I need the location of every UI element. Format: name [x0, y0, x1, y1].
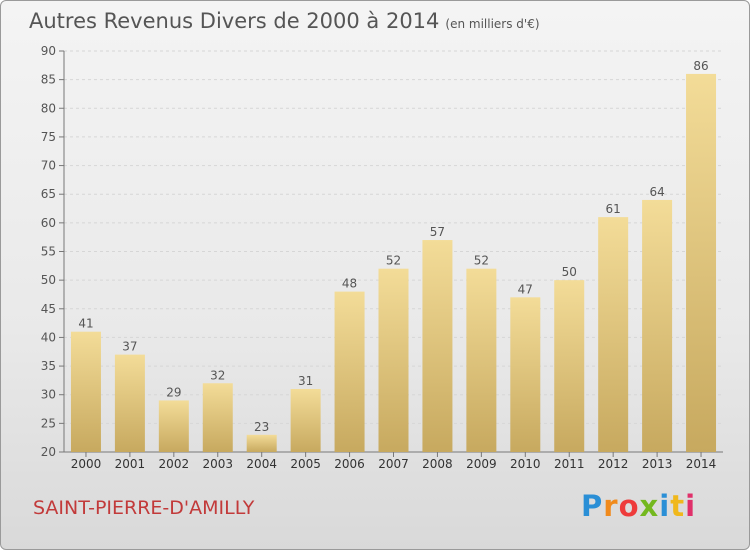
data-label: 23: [254, 420, 269, 434]
chart-title-text: Autres Revenus Divers de 2000 à 2014: [29, 9, 440, 33]
data-label: 47: [518, 282, 533, 296]
x-tick-label: 2012: [598, 457, 629, 471]
x-tick-label: 2013: [642, 457, 673, 471]
y-tick-label: 65: [41, 187, 56, 201]
logo-letter: r: [603, 489, 619, 523]
location-name: SAINT-PIERRE-D'AMILLY: [33, 497, 255, 519]
data-label: 86: [693, 59, 708, 73]
data-label: 64: [649, 185, 664, 199]
logo-letter: P: [581, 489, 604, 523]
proxiti-logo: Proxiti: [581, 489, 696, 523]
bar: [642, 199, 673, 452]
data-label: 32: [210, 368, 225, 382]
y-tick-label: 80: [41, 101, 56, 115]
logo-letter: o: [618, 489, 640, 523]
data-labels: 41 37 29 32 23 31 48 52 57 52 47 50 61 64 86: [78, 59, 708, 434]
x-tick-label: 2010: [510, 457, 541, 471]
logo-letter: i: [659, 489, 671, 523]
logo-letter: t: [670, 489, 686, 523]
data-label: 37: [122, 340, 137, 354]
bar: [334, 291, 365, 452]
bar: [466, 268, 497, 452]
data-label: 29: [166, 385, 181, 399]
data-label: 50: [562, 265, 577, 279]
data-label: 57: [430, 225, 445, 239]
logo-letter: i: [685, 489, 697, 523]
bar: [598, 217, 629, 452]
axes: 20 25 30 35 40 45 50 55 60 65 70 75 80 85 90 2000 2001 20…: [41, 44, 723, 471]
data-label: 31: [298, 374, 313, 388]
chart-title: Autres Revenus Divers de 2000 à 2014 (en …: [29, 9, 540, 33]
data-label: 48: [342, 277, 357, 291]
x-tick-label: 2002: [159, 457, 190, 471]
data-label: 52: [474, 254, 489, 268]
bar: [686, 73, 717, 453]
bar: [202, 383, 233, 452]
y-tick-label: 85: [41, 73, 56, 87]
y-tick-label: 60: [41, 216, 56, 230]
data-label: 52: [386, 254, 401, 268]
logo-letter: x: [639, 489, 660, 523]
bar: [246, 434, 277, 452]
bar: [422, 240, 453, 452]
bar: [114, 354, 145, 452]
x-tick-label: 2000: [71, 457, 102, 471]
x-tick-label: 2001: [115, 457, 146, 471]
y-tick-label: 70: [41, 159, 56, 173]
y-tick-label: 35: [41, 359, 56, 373]
x-tick-label: 2011: [554, 457, 585, 471]
y-tick-label: 55: [41, 245, 56, 259]
bar: [510, 297, 541, 452]
bar: [290, 388, 321, 452]
bar: [378, 268, 409, 452]
y-tick-label: 30: [41, 388, 56, 402]
x-tick-label: 2009: [466, 457, 497, 471]
y-tick-label: 90: [41, 44, 56, 58]
x-tick-label: 2004: [246, 457, 277, 471]
x-tick-label: 2014: [686, 457, 717, 471]
data-label: 61: [606, 202, 621, 216]
x-tick-label: 2003: [202, 457, 233, 471]
y-tick-label: 50: [41, 273, 56, 287]
data-label: 41: [78, 317, 93, 331]
bar: [554, 280, 585, 452]
x-tick-label: 2007: [378, 457, 409, 471]
y-tick-label: 75: [41, 130, 56, 144]
bar: [70, 331, 101, 452]
y-tick-label: 40: [41, 330, 56, 344]
chart-unit: (en milliers d'€): [445, 17, 540, 31]
y-tick-label: 20: [41, 445, 56, 459]
bars: [70, 73, 717, 453]
x-tick-label: 2006: [334, 457, 365, 471]
bar: [158, 400, 189, 452]
y-tick-label: 45: [41, 302, 56, 316]
y-tick-label: 25: [41, 416, 56, 430]
x-tick-label: 2008: [422, 457, 453, 471]
x-tick-label: 2005: [290, 457, 321, 471]
